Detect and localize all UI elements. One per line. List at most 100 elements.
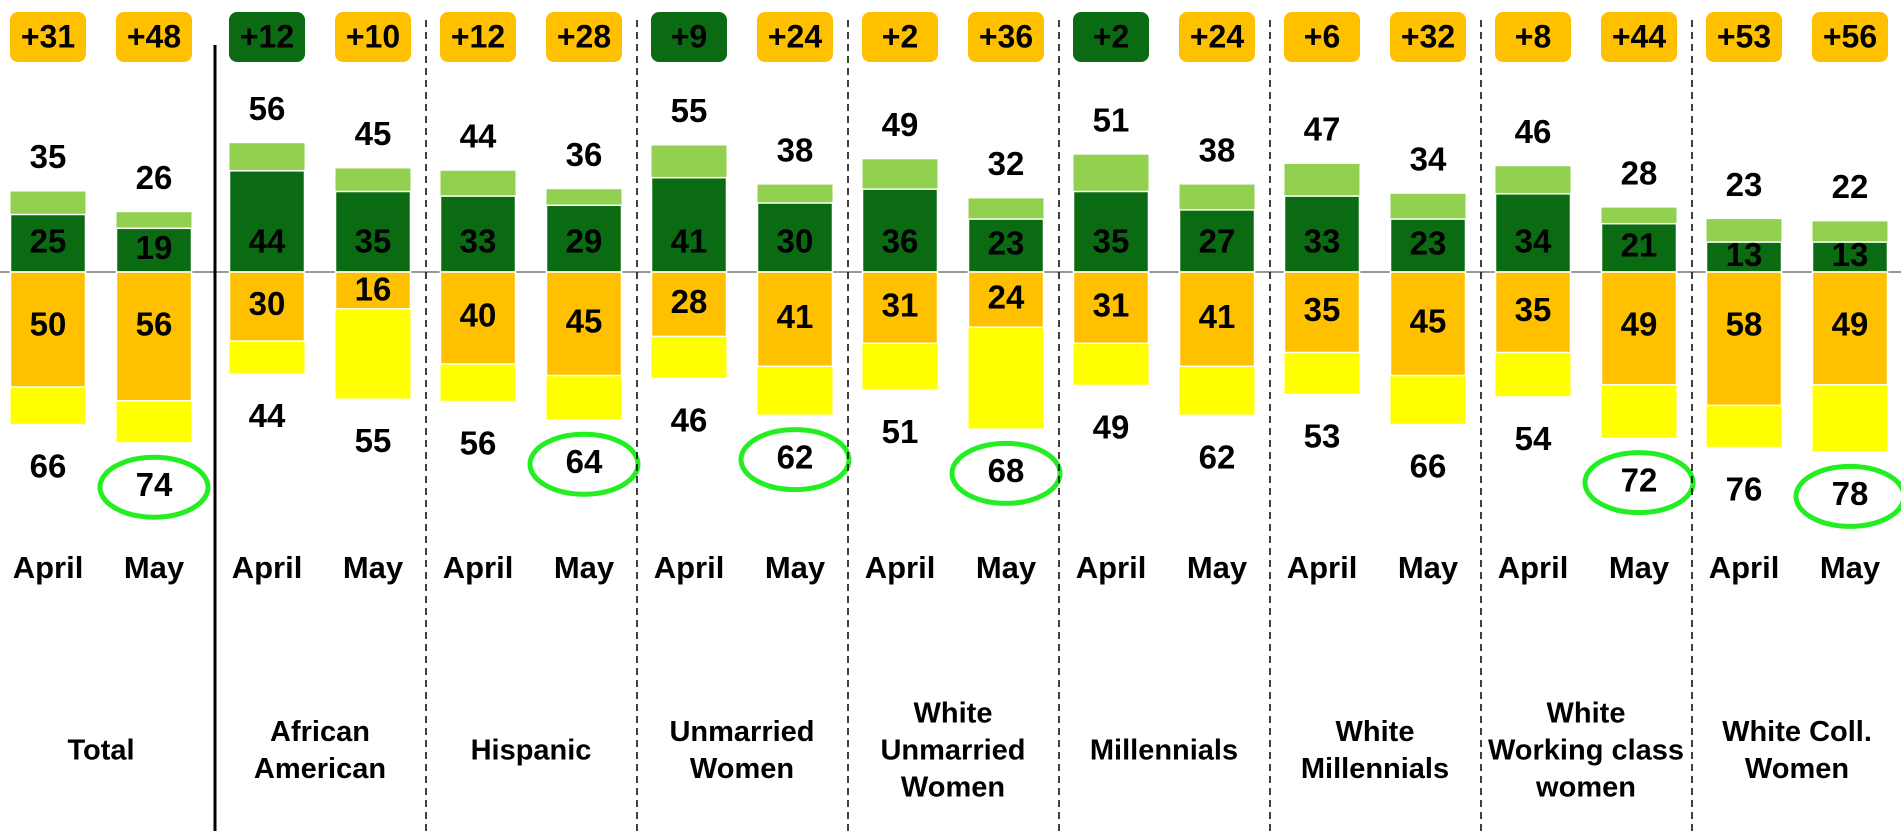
net-badge [1495, 12, 1571, 62]
bar-top-strong [1705, 241, 1783, 273]
group-name: White [914, 698, 993, 730]
bottom-total-label: 62 [1199, 438, 1236, 475]
period-label: April [865, 550, 936, 585]
group-name: Women [901, 772, 1005, 804]
group-name: Hispanic [471, 735, 592, 767]
bottom-strong-label: 49 [1621, 306, 1658, 343]
bottom-total-label: 55 [355, 422, 392, 459]
period-label: April [1287, 550, 1358, 585]
bottom-strong-label: 24 [988, 278, 1025, 315]
net-badge [546, 12, 622, 62]
bottom-total-label: 72 [1621, 461, 1658, 498]
top-strong-label: 36 [882, 223, 919, 260]
bar-bottom-strong [1178, 271, 1256, 368]
net-badge [1601, 12, 1677, 62]
highlight-circle [527, 431, 641, 497]
bottom-strong-label: 16 [355, 271, 392, 308]
bottom-total-label: 53 [1304, 418, 1341, 455]
period-label: May [343, 550, 404, 585]
net-badge [862, 12, 938, 62]
bar-bottom-strong [1811, 271, 1889, 386]
group-name: Working class [1488, 735, 1684, 767]
bottom-strong-label: 35 [1304, 291, 1341, 328]
top-total-label: 23 [1726, 166, 1763, 203]
net-badge [10, 12, 86, 62]
bottom-total-label: 78 [1832, 475, 1869, 512]
bottom-strong-label: 41 [777, 298, 814, 335]
net-label: +31 [21, 18, 75, 54]
net-badge [229, 12, 305, 62]
net-label: +24 [768, 18, 822, 54]
top-total-label: 36 [566, 136, 603, 173]
bar-bottom-strong [9, 271, 87, 388]
bottom-strong-label: 28 [671, 283, 708, 320]
highlight-circle [949, 440, 1063, 506]
top-strong-label: 44 [249, 223, 286, 260]
net-label: +8 [1515, 18, 1551, 54]
bottom-total-label: 66 [1410, 448, 1447, 485]
bar-top-strong [650, 176, 728, 273]
bar-bottom-strong [115, 271, 193, 402]
top-total-label: 45 [355, 115, 392, 152]
net-badge [1179, 12, 1255, 62]
group-name: White [1336, 716, 1415, 748]
bottom-strong-label: 30 [249, 285, 286, 322]
net-label: +2 [1093, 18, 1129, 54]
group-name: White Coll. [1722, 716, 1872, 748]
group-name: African [270, 716, 370, 748]
net-label: +44 [1612, 18, 1666, 54]
net-badge [1706, 12, 1782, 62]
bar-top-strong [439, 195, 517, 273]
highlight-circle [1582, 450, 1696, 516]
top-strong-label: 13 [1726, 236, 1763, 273]
period-label: April [232, 550, 303, 585]
top-strong-label: 35 [1093, 223, 1130, 260]
net-badge [757, 12, 833, 62]
net-badge [1284, 12, 1360, 62]
period-label: April [654, 550, 725, 585]
group-name: Millennials [1301, 753, 1449, 785]
bottom-total-label: 66 [30, 448, 67, 485]
top-strong-label: 29 [566, 223, 603, 260]
top-total-label: 38 [1199, 131, 1236, 168]
bottom-strong-label: 45 [1410, 302, 1447, 339]
bottom-total-label: 68 [988, 452, 1025, 489]
top-strong-label: 23 [988, 224, 1025, 261]
bottom-strong-label: 45 [566, 302, 603, 339]
top-strong-label: 33 [1304, 223, 1341, 260]
net-label: +12 [451, 18, 505, 54]
top-strong-label: 33 [460, 223, 497, 260]
top-total-label: 26 [136, 159, 173, 196]
bottom-total-label: 46 [671, 402, 708, 439]
group-name: women [1535, 772, 1636, 804]
net-badge [335, 12, 411, 62]
bottom-total-label: 51 [882, 413, 919, 450]
net-label: +9 [671, 18, 707, 54]
period-label: April [1709, 550, 1780, 585]
top-strong-label: 30 [777, 223, 814, 260]
top-strong-label: 13 [1832, 236, 1869, 273]
top-total-label: 38 [777, 131, 814, 168]
bottom-total-label: 76 [1726, 471, 1763, 508]
bar-top-strong [967, 218, 1045, 273]
period-label: May [1609, 550, 1670, 585]
period-label: April [443, 550, 514, 585]
bottom-strong-label: 49 [1832, 306, 1869, 343]
net-badge [116, 12, 192, 62]
top-strong-label: 21 [1621, 227, 1658, 264]
top-total-label: 55 [671, 92, 708, 129]
period-label: May [1820, 550, 1881, 585]
group-name: Millennials [1090, 735, 1238, 767]
period-label: May [554, 550, 615, 585]
bottom-strong-label: 50 [30, 306, 67, 343]
period-label: May [124, 550, 185, 585]
top-strong-label: 27 [1199, 223, 1236, 260]
net-label: +12 [240, 18, 294, 54]
bottom-total-label: 56 [460, 425, 497, 462]
bar-bottom-strong [1283, 271, 1361, 354]
net-label: +2 [882, 18, 918, 54]
top-strong-label: 35 [355, 223, 392, 260]
top-strong-label: 41 [671, 223, 708, 260]
bottom-strong-label: 35 [1515, 291, 1552, 328]
top-total-label: 56 [249, 90, 286, 127]
